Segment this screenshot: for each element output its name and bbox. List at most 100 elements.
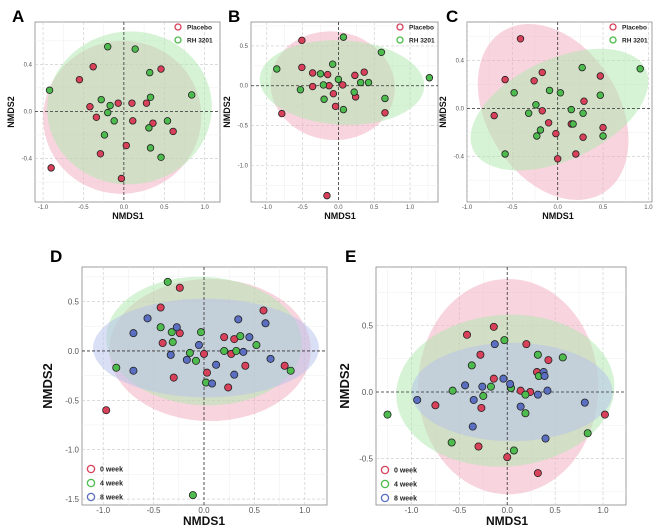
- data-point-8-week: [230, 370, 239, 379]
- data-point-8-week: [172, 323, 181, 332]
- legend-marker-placebo: [396, 23, 404, 31]
- data-point-0-week: [431, 401, 440, 410]
- data-point-rh-3201: [356, 78, 365, 87]
- data-point-rh-3201: [146, 93, 155, 101]
- data-point-rh-3201: [364, 78, 373, 87]
- data-point-rh-3201: [319, 81, 328, 89]
- data-point-placebo: [169, 127, 177, 136]
- x-tick-label: 0.5: [160, 205, 169, 211]
- y-axis-label: NMDS2: [40, 363, 55, 409]
- data-point-placebo: [47, 164, 55, 172]
- data-point-0-week: [503, 453, 512, 462]
- panel-b: -1.0 -0.5 0.0 0.5 1.0 -1.0 -0.5 0.0 0.5 NMDS1 NMDS…: [222, 7, 439, 221]
- data-point-rh-3201: [339, 105, 348, 114]
- data-point-rh-3201: [533, 132, 541, 140]
- x-tick-label: 0.5: [249, 506, 261, 515]
- data-point-0-week: [224, 383, 233, 392]
- data-point-placebo: [360, 68, 368, 76]
- data-point-placebo: [323, 191, 331, 200]
- data-point-rh-3201: [350, 88, 358, 96]
- legend-marker-placebo: [174, 23, 182, 31]
- data-point-placebo: [298, 36, 306, 45]
- data-point-placebo: [329, 89, 338, 98]
- data-point-4-week: [188, 491, 197, 500]
- data-point-rh-3201: [296, 85, 305, 94]
- data-point-placebo: [339, 81, 347, 89]
- data-point-8-week: [499, 374, 508, 383]
- data-point-0-week: [203, 368, 212, 377]
- data-point-placebo: [149, 119, 157, 127]
- data-point-8-week: [468, 422, 477, 431]
- data-point-rh-3201: [188, 91, 196, 99]
- data-point-8-week: [166, 350, 175, 359]
- data-point-rh-3201: [510, 89, 518, 97]
- panel-d: -1.0 -0.5 0.0 0.5 1.0 -1.5 -1.0 -0.5 0.0 0.5 NMDS1…: [40, 247, 328, 528]
- legend-label: Placebo: [187, 25, 212, 32]
- y-tick-label: 0.0: [240, 84, 249, 90]
- x-axis-label: NMDS1: [542, 211, 574, 221]
- x-tick-label: 1.0: [406, 205, 415, 211]
- data-point-8-week: [543, 386, 552, 395]
- data-point-rh-3201: [146, 68, 154, 77]
- legend-label: RH 3201: [622, 38, 648, 45]
- data-point-rh-3201: [425, 74, 434, 82]
- data-point-rh-3201: [45, 86, 54, 94]
- data-point-rh-3201: [532, 101, 540, 109]
- data-point-placebo: [92, 113, 101, 121]
- data-point-rh-3201: [545, 86, 554, 95]
- data-point-rh-3201: [328, 60, 337, 68]
- data-point-placebo: [538, 68, 546, 77]
- panel-label: D: [50, 247, 62, 266]
- legend: Placebo RH 3201: [609, 23, 648, 45]
- x-tick-label: -0.5: [507, 205, 518, 211]
- legend-marker-4-week: [380, 479, 390, 489]
- data-point-rh-3201: [106, 101, 114, 110]
- data-point-4-week: [467, 361, 476, 370]
- plot-content: [251, 22, 438, 202]
- x-tick-label: 0.0: [554, 205, 563, 211]
- legend-marker-0-week: [380, 465, 390, 475]
- data-point-placebo: [599, 123, 607, 132]
- data-point-placebo: [86, 103, 94, 111]
- x-tick-label: -1.0: [462, 205, 473, 211]
- data-point-placebo: [579, 133, 587, 141]
- data-point-4-week: [232, 346, 241, 355]
- x-tick-label: -1.0: [262, 205, 273, 211]
- data-point-rh-3201: [104, 43, 112, 51]
- data-point-8-week: [129, 329, 138, 338]
- legend: Placebo RH 3201: [396, 23, 435, 45]
- data-point-8-week: [261, 319, 270, 328]
- x-tick-label: 1.0: [644, 205, 653, 211]
- y-axis-label: NMDS2: [438, 96, 448, 128]
- x-tick-label: -0.5: [297, 205, 308, 211]
- legend-marker-rh-3201: [396, 36, 404, 44]
- legend: 0 week 4 week 8 week: [380, 465, 417, 503]
- data-point-8-week: [266, 354, 275, 363]
- data-point-placebo: [553, 155, 562, 163]
- data-point-rh-3201: [157, 153, 165, 161]
- data-point-placebo: [298, 63, 306, 72]
- data-point-4-week: [558, 353, 567, 362]
- data-point-0-week: [476, 350, 485, 359]
- data-point-4-week: [509, 446, 518, 455]
- legend-label: 0 week: [100, 467, 123, 474]
- data-point-4-week: [196, 328, 205, 337]
- data-point-8-week: [490, 340, 499, 349]
- x-tick-label: 0.5: [550, 506, 562, 515]
- data-point-rh-3201: [381, 94, 389, 103]
- data-point-rh-3201: [569, 120, 577, 128]
- confidence-ellipse-rh-3201: [470, 48, 649, 171]
- data-point-rh-3201: [110, 117, 118, 125]
- data-point-rh-3201: [556, 89, 565, 97]
- panel-e: -1.0 -0.5 0.0 0.5 1.0 -0.5 0.0 0.5 NMDS1 NMDS2 E 0 …: [337, 247, 627, 528]
- data-point-rh-3201: [636, 65, 644, 73]
- data-point-4-week: [533, 350, 542, 359]
- data-point-placebo: [89, 63, 97, 71]
- y-axis-label: NMDS2: [337, 363, 352, 409]
- data-point-placebo: [323, 70, 332, 79]
- data-point-rh-3201: [146, 144, 155, 152]
- x-tick-label: -0.5: [147, 506, 161, 515]
- legend-label: 0 week: [394, 468, 417, 475]
- data-point-placebo: [596, 72, 605, 80]
- data-point-placebo: [538, 107, 546, 115]
